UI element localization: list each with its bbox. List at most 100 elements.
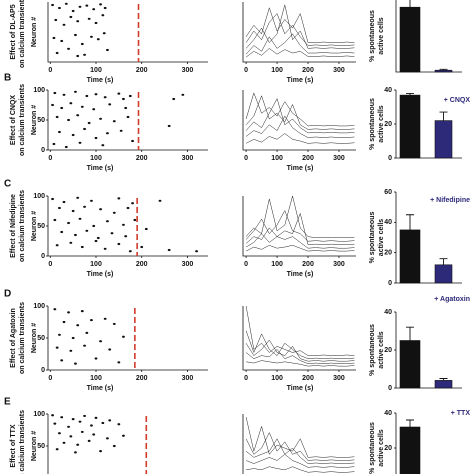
spike [108,103,112,106]
spike [67,425,70,428]
spike [62,320,66,324]
calcium-trace [245,98,355,134]
neuron-label: Neuron # [31,323,38,353]
spike [117,361,121,364]
spike [52,36,56,40]
spike [87,439,91,442]
x-tick-label: 200 [136,155,148,162]
spike [64,2,68,5]
y-tick-label: 100 [33,411,45,418]
axis [242,90,356,151]
spike [58,432,61,435]
calcium-trace [245,133,355,144]
spike [101,14,105,17]
spike [58,206,61,210]
calcium-trace [245,431,355,461]
bar-y-label: active cells [378,17,385,54]
x-tick-label: 200 [302,67,314,74]
y-tick-label: 20 [384,250,392,257]
spike [78,420,82,423]
spike [117,92,121,95]
x-tick-label: 100 [271,67,283,74]
calcium-trace [245,339,355,362]
spike [55,244,59,247]
spike [71,9,75,13]
y-tick-label: 0 [388,155,392,162]
calcium-trace [245,33,355,55]
y-tick-label: 60 [384,189,392,196]
spike [60,39,64,43]
spike [78,5,82,8]
x-tick-label: 300 [333,67,345,74]
spike [99,208,102,211]
spike [117,242,121,246]
bar [399,229,421,284]
spike [131,139,134,143]
spike [55,115,59,119]
axis [242,414,244,474]
spike [53,308,57,311]
calcium-trace [245,349,355,364]
x-tick-label: 300 [182,375,194,382]
spike [119,129,123,132]
spike [195,250,198,253]
error-bar [439,111,448,121]
axis [242,196,356,257]
treatment-label: + Agatoxin [434,296,470,303]
spike [124,106,128,110]
bar [434,69,453,73]
spike [92,433,96,436]
x-tick-label: 0 [244,155,248,162]
spike [126,115,130,119]
error-bar [406,326,414,341]
effect-label: on calcium transients [19,0,26,68]
spike [94,416,98,419]
spike [85,4,89,7]
spike [110,232,114,235]
effect-label: Effect of Agatoxin [10,308,17,368]
spike [103,317,107,320]
spike [87,17,91,20]
spike [106,132,109,135]
spike [128,94,132,98]
spike [83,344,86,347]
spike [124,235,128,238]
spike [92,224,96,228]
x-tick-label: 100 [90,155,102,162]
spike [55,448,59,451]
spike [101,144,105,147]
spike [74,33,77,37]
spike [76,20,80,23]
spike [96,236,100,240]
spike [122,335,125,338]
error-bar [406,92,414,96]
effect-label: on calcium transients [19,410,26,474]
bar [399,340,421,389]
bar [399,94,421,159]
bar-y-label: active cells [378,429,385,466]
treatment-label: + Nifedipine [430,197,470,204]
spike [101,421,105,425]
spike [112,120,116,123]
y-tick-label: 0 [388,280,392,287]
spike [122,434,125,437]
x-tick-label: 0 [48,155,52,162]
spike [90,35,93,38]
calcium-trace [245,233,355,249]
spike [122,223,125,226]
axis [47,196,208,257]
x-tick-label: 100 [90,67,102,74]
spike [87,121,91,125]
spike [71,418,75,421]
spike [80,105,84,108]
time-label: Time (s) [87,77,114,84]
spike [51,414,54,417]
spike [53,422,57,425]
x-tick-label: 0 [48,375,52,382]
bar [434,380,453,389]
y-tick-label: 100 [33,193,45,200]
x-tick-label: 300 [182,155,194,162]
spike [69,241,73,244]
time-label: Time (s) [87,271,114,278]
bar-y-label: % spontaneous [369,98,376,150]
